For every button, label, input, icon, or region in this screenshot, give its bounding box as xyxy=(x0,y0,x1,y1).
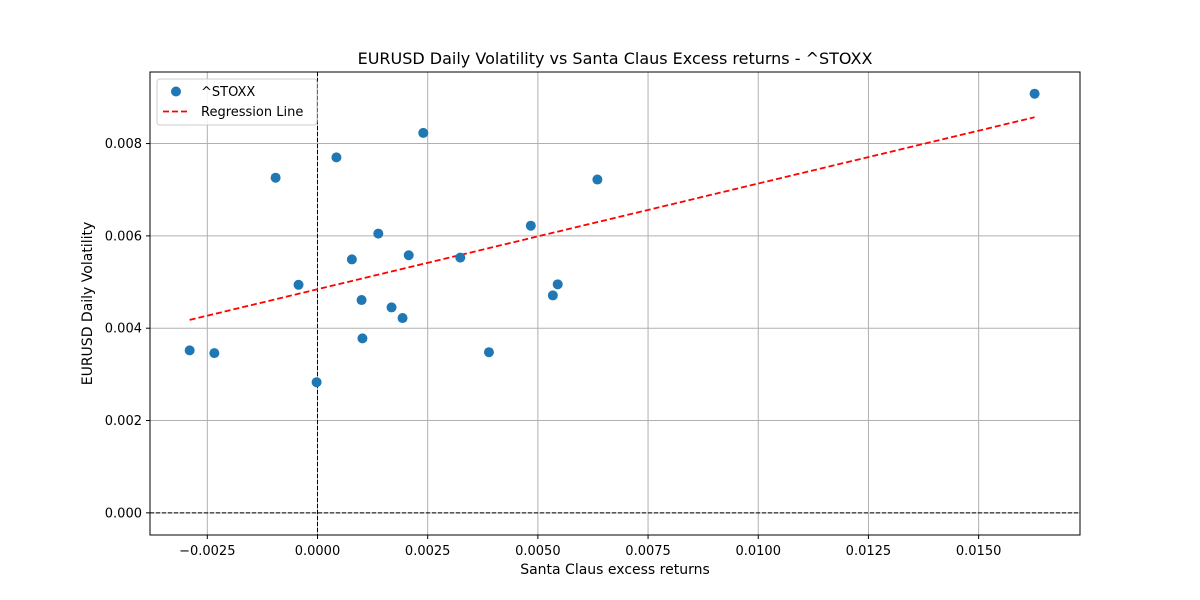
regression-line xyxy=(189,116,1035,321)
y-tick-label: 0.006 xyxy=(105,229,142,244)
x-tick-label: 0.0000 xyxy=(295,544,341,559)
x-tick-label: 0.0050 xyxy=(515,544,561,559)
scatter-point xyxy=(331,152,342,163)
scatter-point xyxy=(209,348,220,359)
x-tick-label: 0.0125 xyxy=(846,544,892,559)
legend-label-regression: Regression Line xyxy=(201,105,303,120)
legend: ^STOXX Regression Line xyxy=(156,78,318,126)
y-tick-label: 0.004 xyxy=(105,322,142,337)
scatter-point xyxy=(184,345,195,356)
scatter-point xyxy=(270,172,281,183)
scatter-point xyxy=(357,333,368,344)
scatter-point xyxy=(525,220,536,231)
scatter-point xyxy=(592,174,603,185)
scatter-point xyxy=(547,290,558,301)
x-tick-label: 0.0075 xyxy=(625,544,671,559)
scatter-point xyxy=(397,313,408,324)
regression-layer xyxy=(189,116,1035,321)
y-tick-label: 0.000 xyxy=(105,506,142,521)
chart-title: EURUSD Daily Volatility vs Santa Claus E… xyxy=(358,49,873,68)
scatter-point xyxy=(1029,88,1040,99)
scatter-point xyxy=(403,250,414,261)
legend-box xyxy=(156,78,318,126)
scatter-point xyxy=(356,295,367,306)
x-tick-label: 0.0100 xyxy=(735,544,781,559)
y-tick-label: 0.008 xyxy=(105,137,142,152)
plot-frame xyxy=(149,71,1081,536)
scatter-points xyxy=(184,88,1040,388)
y-tick-label: 0.002 xyxy=(105,414,142,429)
x-axis-label: Santa Claus excess returns xyxy=(520,562,710,578)
y-axis-label: EURUSD Daily Volatility xyxy=(80,222,96,386)
scatter-point xyxy=(552,279,563,290)
legend-marker-stoxx xyxy=(171,86,181,97)
scatter-point xyxy=(346,254,357,265)
scatter-point xyxy=(293,279,304,290)
y-axis-ticks: 0.000 0.002 0.004 0.006 0.008 xyxy=(105,137,150,521)
legend-label-stoxx: ^STOXX xyxy=(201,85,255,100)
x-tick-label: 0.0025 xyxy=(405,544,451,559)
scatter-point xyxy=(311,377,322,388)
plot-area xyxy=(150,72,1080,535)
scatter-point xyxy=(386,302,397,313)
scatter-point xyxy=(483,347,494,358)
x-tick-label: 0.0150 xyxy=(956,544,1002,559)
scatter-point xyxy=(373,228,384,239)
scatter-point xyxy=(418,127,429,138)
reference-lines xyxy=(150,72,1080,535)
scatter-point xyxy=(455,252,466,263)
x-tick-label: −0.0025 xyxy=(179,544,235,559)
x-axis-ticks: −0.0025 0.0000 0.0025 0.0050 0.0075 0.0100 0.0… xyxy=(179,535,1001,559)
